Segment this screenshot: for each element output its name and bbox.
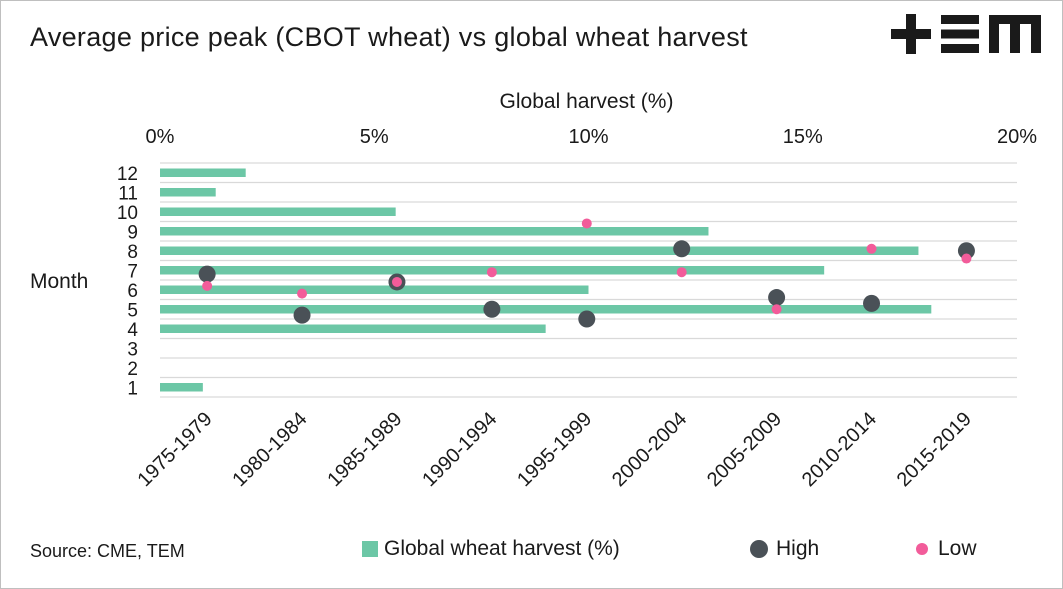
- low-point: [486, 267, 497, 278]
- source-note: Source: CME, TEM: [30, 541, 185, 561]
- legend-item-high: High: [750, 535, 819, 563]
- y-axis-tick-label: 10: [117, 203, 138, 224]
- chart-title: Average price peak (CBOT wheat) vs globa…: [30, 22, 748, 52]
- legend-swatch-harvest: [362, 541, 378, 557]
- bottom-axis-tick-label: 1990-1994: [418, 408, 501, 491]
- low-point: [961, 253, 972, 264]
- high-point: [673, 240, 691, 258]
- low-point: [202, 280, 213, 291]
- low-point: [391, 276, 402, 287]
- top-axis-tick-label: 20%: [997, 126, 1037, 148]
- legend-label-harvest: Global wheat harvest (%): [384, 537, 620, 560]
- bottom-axis-tick-label: 2000-2004: [608, 408, 691, 491]
- legend-swatch-low: [916, 543, 928, 555]
- bottom-axis-tick-label: 2005-2009: [703, 408, 786, 491]
- high-point: [768, 289, 786, 307]
- top-axis-tick-label: 15%: [783, 126, 823, 148]
- harvest-bar: [160, 227, 709, 236]
- legend-label-low: Low: [938, 537, 977, 560]
- y-axis-tick-label: 2: [127, 359, 138, 380]
- low-point: [676, 267, 687, 278]
- legend-item-harvest: Global wheat harvest (%): [362, 535, 620, 563]
- harvest-bar: [160, 324, 546, 333]
- y-axis-tick-label: 3: [127, 339, 138, 360]
- legend-item-low: Low: [916, 535, 977, 563]
- bottom-axis-tick-label: 1985-1989: [323, 408, 406, 491]
- harvest-bar: [160, 246, 919, 255]
- bottom-axis-tick-label: 1980-1984: [228, 408, 311, 491]
- bottom-axis-tick-label: 2015-2019: [893, 408, 976, 491]
- harvest-bar: [160, 207, 396, 216]
- y-axis-tick-label: 6: [127, 281, 138, 302]
- high-point: [198, 265, 216, 283]
- y-axis-tick-label: 8: [127, 242, 138, 263]
- top-axis-tick-label: 5%: [360, 126, 389, 148]
- bottom-axis-tick-label: 2010-2014: [798, 408, 881, 491]
- y-axis-tick-label: 11: [118, 183, 138, 204]
- high-point: [957, 242, 975, 260]
- y-axis-tick-label: 9: [127, 222, 138, 243]
- y-axis-title: Month: [30, 270, 88, 293]
- high-point: [578, 310, 596, 328]
- y-axis-tick-label: 7: [127, 261, 138, 282]
- legend-swatch-high: [750, 540, 768, 558]
- low-point: [866, 243, 877, 254]
- top-axis-title: Global harvest (%): [500, 90, 674, 113]
- low-point: [771, 304, 782, 315]
- y-axis-tick-label: 4: [127, 320, 138, 341]
- high-point: [483, 300, 501, 318]
- bottom-axis-tick-label: 1975-1979: [133, 408, 216, 491]
- harvest-bar: [160, 383, 203, 392]
- tem-logo: [891, 14, 1041, 54]
- harvest-bar: [160, 188, 216, 197]
- y-axis-tick-label: 12: [117, 164, 138, 185]
- y-axis-tick-label: 5: [127, 300, 138, 321]
- harvest-bar: [160, 168, 246, 177]
- bottom-axis-tick-label: 1995-1999: [513, 408, 596, 491]
- top-axis-tick-label: 10%: [568, 126, 608, 148]
- high-point: [863, 294, 881, 312]
- legend-label-high: High: [776, 537, 820, 560]
- top-axis-tick-label: 0%: [146, 126, 175, 148]
- harvest-bar: [160, 285, 589, 294]
- harvest-bar: [160, 305, 932, 314]
- low-point: [581, 218, 592, 229]
- low-point: [297, 288, 308, 299]
- high-point: [293, 306, 311, 324]
- y-axis-tick-label: 1: [127, 378, 138, 399]
